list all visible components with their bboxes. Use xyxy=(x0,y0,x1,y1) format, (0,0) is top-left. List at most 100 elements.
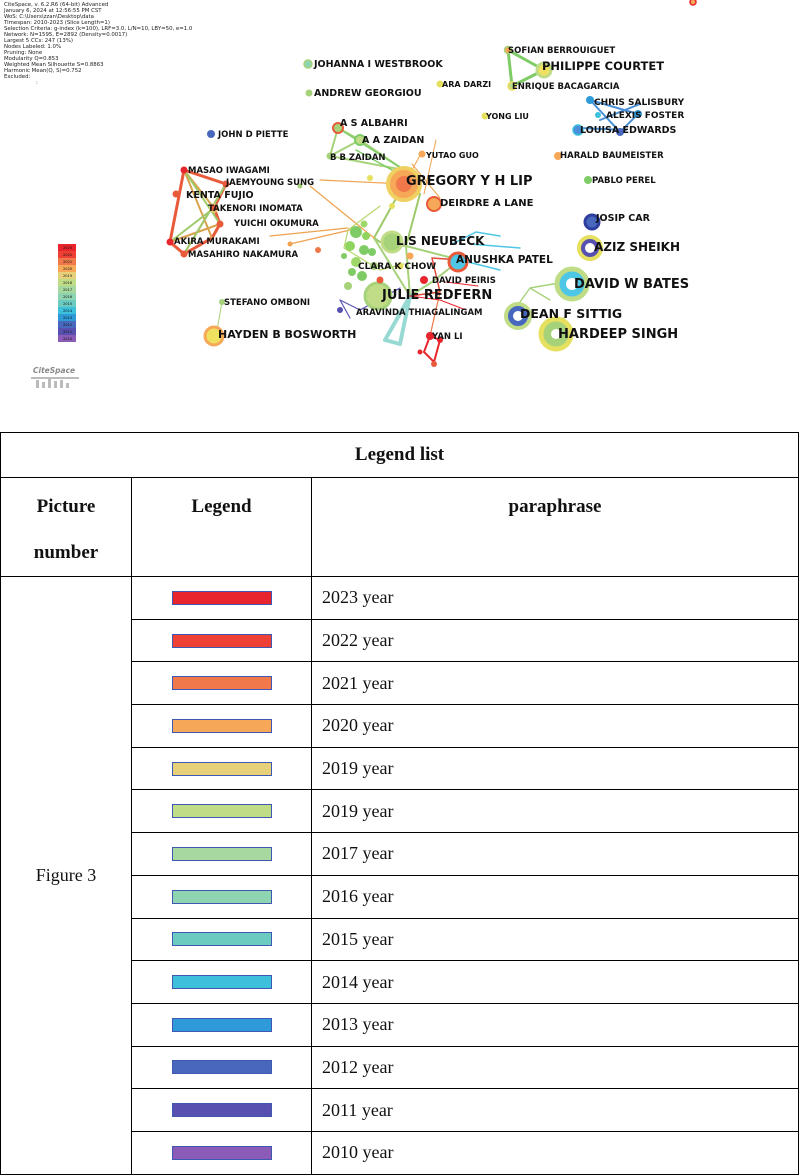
author-label: YUTAO GUO xyxy=(425,151,479,160)
network-nodes xyxy=(166,0,697,367)
color-swatch xyxy=(171,676,272,691)
color-swatch xyxy=(171,590,272,605)
author-label: SOFIAN BERROUIGUET xyxy=(508,46,615,56)
key-year: 2023 xyxy=(63,246,72,250)
legend-cell xyxy=(131,874,312,919)
author-label: KENTA FUJIO xyxy=(186,190,254,201)
header-line: Timespan: 2010-2023 (Slice Length=1) xyxy=(3,20,110,26)
author-label: LIS NEUBECK xyxy=(396,234,485,248)
author-label: B B ZAIDAN xyxy=(330,153,386,163)
key-year: 2011 xyxy=(63,330,72,334)
author-label: ANUSHKA PATEL xyxy=(456,254,553,266)
author-label: JOHANNA I WESTBROOK xyxy=(313,59,443,70)
legend-cell xyxy=(131,789,312,834)
author-label: CLARA K CHOW xyxy=(358,262,436,272)
paraphrase-cell: 2022 year xyxy=(311,618,799,663)
paraphrase-cell: 2023 year xyxy=(311,576,799,620)
paraphrase-cell: 2020 year xyxy=(311,704,799,748)
color-swatch xyxy=(171,975,272,990)
color-swatch xyxy=(171,1017,272,1032)
author-label: A A ZAIDAN xyxy=(362,135,424,146)
key-year: 2019 xyxy=(63,274,73,278)
paraphrase-cell: 2017 year xyxy=(311,832,799,876)
table-row: 2020 year xyxy=(1,704,799,748)
author-label: ARAVINDA THIAGALINGAM xyxy=(356,308,483,318)
author-label: AZIZ SHEIKH xyxy=(594,240,680,254)
header-line: Modularity Q=0.853 xyxy=(4,56,59,62)
key-year: 2015 xyxy=(63,302,72,306)
citespace-logo: CiteSpace xyxy=(31,366,79,388)
author-label: JAEMYOUNG SUNG xyxy=(225,178,314,188)
key-year: 2022 xyxy=(63,253,72,257)
header-line: Weighted Mean Silhouette S=0.8863 xyxy=(4,62,104,68)
color-swatch xyxy=(171,718,272,733)
color-swatch xyxy=(171,761,272,776)
legend-cell xyxy=(131,832,312,876)
author-label: YONG LIU xyxy=(485,112,529,121)
table-row: 2011 year xyxy=(1,1088,799,1132)
key-year: 2014 xyxy=(63,309,73,313)
author-label: AKIRA MURAKAMI xyxy=(174,237,260,247)
header-line: Selection Criteria: g-index (k=100), LRF… xyxy=(4,26,193,32)
author-label: LOUISA EDWARDS xyxy=(580,125,677,136)
key-year: 2016 xyxy=(63,295,73,299)
paraphrase-cell: 2019 year xyxy=(311,746,799,791)
year-color-key: 2023 2022 2021 2020 2019 2018 2017 2016 … xyxy=(58,244,76,342)
author-label: HARDEEP SINGH xyxy=(558,327,678,342)
header-line: January 6, 2024 at 12:56:55 PM CST xyxy=(3,8,102,14)
table-row: 2017 year xyxy=(1,832,799,876)
color-swatch xyxy=(171,932,272,947)
legend-cell xyxy=(131,1130,312,1175)
author-label: GREGORY Y H LIP xyxy=(406,174,533,189)
table-row: 2016 year xyxy=(1,874,799,919)
network-graph: CiteSpace, v. 6.2.R6 (64-bit) Advanced J… xyxy=(3,0,697,388)
author-label: MASAHIRO NAKAMURA xyxy=(188,250,299,260)
header-line: Largest 5 CCs: 247 (13%) xyxy=(4,38,73,44)
figure-label: Figure 3 xyxy=(0,576,132,1175)
key-year: 2020 xyxy=(63,267,73,271)
header-legend-label: Legend xyxy=(191,496,252,517)
network-edges xyxy=(168,48,641,364)
header-paraphrase-label: paraphrase xyxy=(508,496,602,517)
table-row: 2022 year xyxy=(1,618,799,663)
author-label: PABLO PEREL xyxy=(592,176,656,186)
header-line: Harmonic Mean(Q, S)=0.752 xyxy=(4,68,82,74)
table-row: 2014 year xyxy=(1,960,799,1004)
key-year: 2010 xyxy=(63,337,73,341)
paraphrase-cell: 2016 year xyxy=(311,874,799,919)
author-label: DEAN F SITTIG xyxy=(520,306,622,321)
author-label: HAYDEN B BOSWORTH xyxy=(218,328,356,341)
table-row: 2012 year xyxy=(1,1045,799,1090)
paraphrase-cell: 2014 year xyxy=(311,960,799,1004)
paraphrase-cell: 2013 year xyxy=(311,1002,799,1047)
header-line: Nodes Labeled: 1.0% xyxy=(4,44,61,50)
legend-table: Legend list Picture number Legend paraph… xyxy=(0,432,799,1175)
header-picture-line2: number xyxy=(33,542,99,563)
color-swatch xyxy=(171,1060,272,1075)
author-label: ARA DARZI xyxy=(442,80,491,89)
author-label: DEIRDRE A LANE xyxy=(440,198,534,209)
author-label: DAVID W BATES xyxy=(574,277,689,292)
legend-cell xyxy=(131,618,312,663)
legend-cell xyxy=(131,576,312,620)
key-year: 2017 xyxy=(63,288,72,292)
key-year: 2013 xyxy=(63,316,72,320)
author-label: ENRIQUE BACAGARCIA xyxy=(512,82,620,92)
legend-cell xyxy=(131,917,312,962)
author-label: PHILIPPE COURTET xyxy=(542,59,664,73)
legend-cell xyxy=(131,1002,312,1047)
legend-cell xyxy=(131,661,312,706)
table-title: Legend list xyxy=(0,432,799,478)
author-label: JOSIP CAR xyxy=(595,213,651,224)
author-labels: JOHANNA I WESTBROOK ANDREW GEORGIOU SOFI… xyxy=(174,46,689,342)
table-row: 2015 year xyxy=(1,917,799,962)
color-swatch xyxy=(171,1103,272,1118)
legend-cell xyxy=(131,1045,312,1090)
author-label: JULIE REDFERN xyxy=(381,288,492,303)
author-label: CHRIS SALISBURY xyxy=(594,98,685,108)
header-picture-line1: Picture xyxy=(36,496,96,517)
author-label: TAKENORI INOMATA xyxy=(208,204,303,214)
paraphrase-cell: 2012 year xyxy=(311,1045,799,1090)
header-paraphrase: paraphrase xyxy=(311,477,799,577)
author-label: YAN LI xyxy=(431,332,463,342)
